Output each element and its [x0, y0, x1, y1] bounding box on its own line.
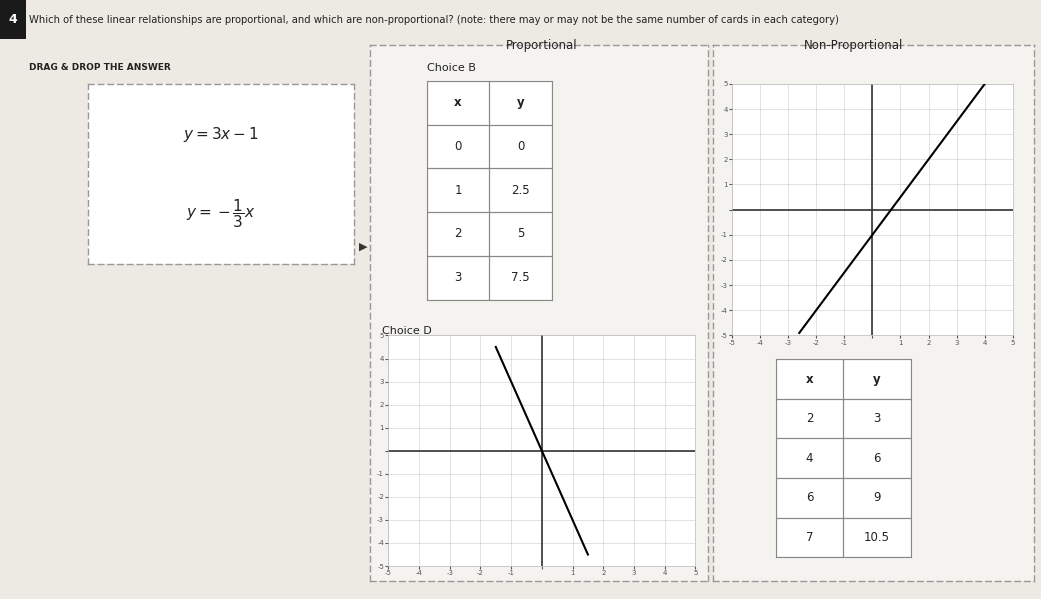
Text: 2: 2: [806, 412, 813, 425]
Text: 3: 3: [454, 271, 462, 284]
Bar: [427, 81, 489, 125]
Text: x: x: [806, 373, 813, 386]
Text: Choice D: Choice D: [382, 326, 432, 337]
Bar: [843, 518, 911, 557]
Text: 7: 7: [806, 531, 813, 544]
Bar: [427, 125, 489, 168]
Bar: [489, 168, 552, 212]
Text: 3: 3: [873, 412, 881, 425]
Bar: [843, 359, 911, 399]
Bar: [427, 168, 489, 212]
Bar: [776, 359, 843, 399]
Text: 10.5: 10.5: [864, 531, 890, 544]
Text: Which of these linear relationships are proportional, and which are non-proporti: Which of these linear relationships are …: [29, 15, 839, 25]
Text: 5: 5: [516, 228, 525, 240]
Bar: [843, 399, 911, 438]
Text: ▶: ▶: [359, 241, 367, 252]
Bar: [489, 212, 552, 256]
Bar: [843, 438, 911, 478]
Text: 6: 6: [806, 491, 813, 504]
Text: y: y: [516, 96, 525, 109]
Bar: [843, 478, 911, 518]
Bar: [776, 518, 843, 557]
Text: 1: 1: [454, 184, 462, 196]
Bar: [776, 399, 843, 438]
Bar: [776, 478, 843, 518]
Text: x: x: [454, 96, 462, 109]
Text: 6: 6: [873, 452, 881, 465]
Text: Proportional: Proportional: [506, 39, 577, 52]
Text: $y = -\dfrac{1}{3}x$: $y = -\dfrac{1}{3}x$: [186, 197, 256, 229]
Bar: [489, 256, 552, 300]
Bar: [776, 438, 843, 478]
Text: 0: 0: [454, 140, 462, 153]
Text: 2.5: 2.5: [511, 184, 530, 196]
Text: 9: 9: [873, 491, 881, 504]
Text: 0: 0: [516, 140, 525, 153]
Text: DRAG & DROP THE ANSWER: DRAG & DROP THE ANSWER: [29, 63, 171, 72]
Text: 4: 4: [806, 452, 813, 465]
Bar: [489, 125, 552, 168]
Text: y: y: [873, 373, 881, 386]
Text: $y = 3x - 1$: $y = 3x - 1$: [183, 125, 259, 144]
Text: Non-Proportional: Non-Proportional: [804, 39, 904, 52]
Text: Choice B: Choice B: [427, 63, 476, 73]
Text: 7.5: 7.5: [511, 271, 530, 284]
Bar: [489, 81, 552, 125]
Text: 2: 2: [454, 228, 462, 240]
Bar: [427, 212, 489, 256]
Bar: [427, 256, 489, 300]
Text: 4: 4: [8, 13, 18, 26]
